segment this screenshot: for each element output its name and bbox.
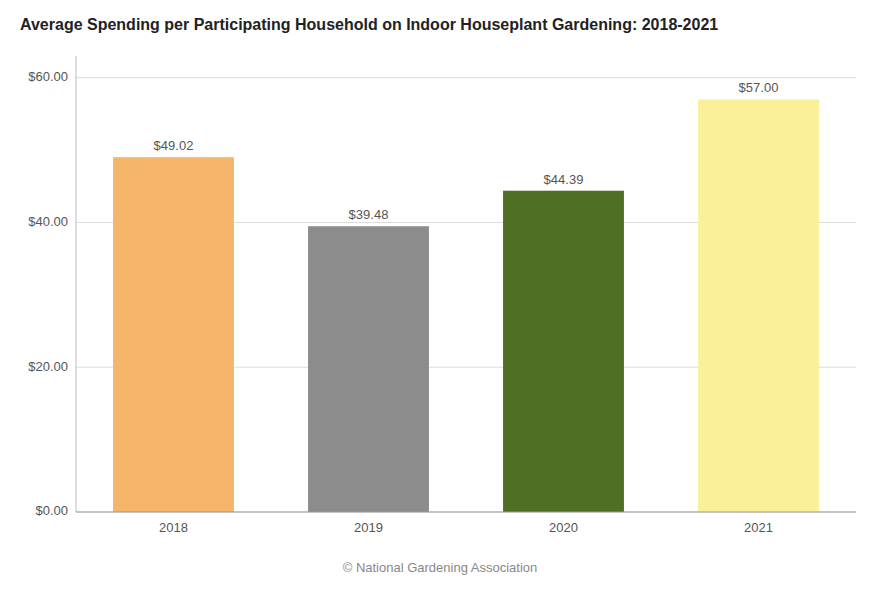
x-axis-line <box>76 512 856 513</box>
x-tick-label: 2020 <box>549 520 578 535</box>
data-label: $49.02 <box>154 138 194 153</box>
data-label: $39.48 <box>349 207 389 222</box>
bar <box>503 191 624 512</box>
y-tick-label: $60.00 <box>28 69 68 84</box>
x-tick-label: 2019 <box>354 520 383 535</box>
chart-svg: Average Spending per Participating House… <box>0 0 880 596</box>
data-label: $57.00 <box>739 80 779 95</box>
x-tick-label: 2021 <box>744 520 773 535</box>
chart-container: Average Spending per Participating House… <box>0 0 880 596</box>
bar <box>308 226 429 512</box>
footer-text: © National Gardening Association <box>343 560 538 575</box>
grid-line <box>76 77 856 78</box>
x-tick-label: 2018 <box>159 520 188 535</box>
y-tick-label: $0.00 <box>35 503 68 518</box>
title: Average Spending per Participating House… <box>20 16 718 33</box>
grid-line <box>76 512 856 513</box>
y-axis-line <box>76 56 77 512</box>
data-label: $44.39 <box>544 172 584 187</box>
grid <box>76 78 856 512</box>
bar <box>698 99 819 512</box>
bar <box>113 157 234 512</box>
bars <box>113 99 819 512</box>
y-tick-label: $40.00 <box>28 214 68 229</box>
y-tick-label: $20.00 <box>28 359 68 374</box>
